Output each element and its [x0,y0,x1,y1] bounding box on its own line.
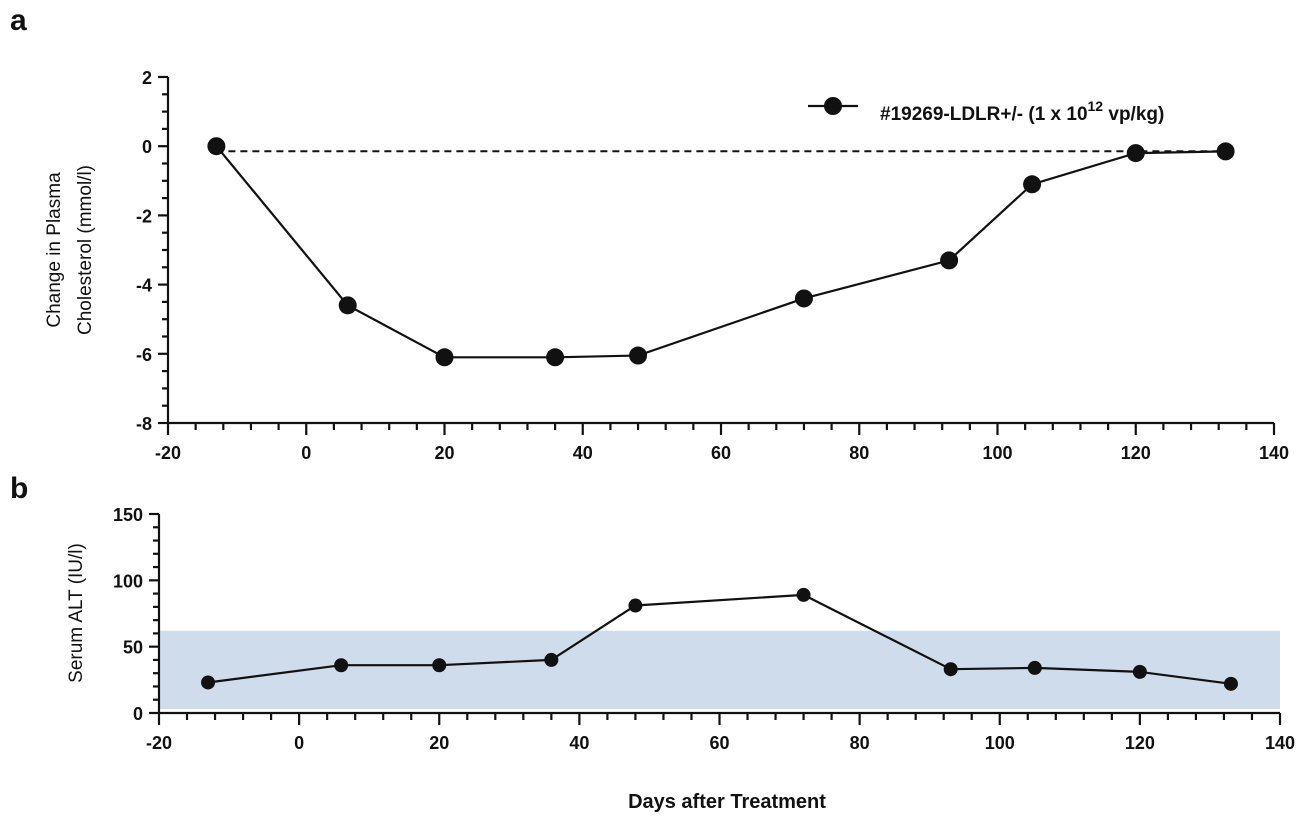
legend-entry-suffix: vp/kg) [1103,104,1164,125]
panel-a-label: a [10,4,27,37]
panel-b-x-tick-label: 80 [850,733,870,753]
panel-b-x-tick-label: 20 [429,733,449,753]
panel-b-x-tick-label: 60 [709,733,729,753]
panel-a-x-tick-label: 80 [849,443,869,463]
panel-b-data-point [628,598,643,613]
panel-b-data-point [201,675,216,690]
panel-a-data-point [207,137,226,156]
panel-a-y-tick-label: 2 [142,68,152,88]
panel-a-ylabel-line1: Change in Plasma [44,172,65,328]
panel-b-y-tick-label: 150 [113,505,143,525]
panel-a-x-tick-label: -20 [155,443,181,463]
panel-a-x-tick-label: 20 [434,443,454,463]
legend-marker [824,97,842,115]
panel-b-y-tick-label: 0 [133,704,143,724]
panel-a: a Change in Plasma Cholesterol (mmol/l) … [10,4,1289,463]
panel-b-x-tick-label: -20 [146,733,172,753]
panel-b-series-line [207,593,1232,685]
panel-a-data-point [338,296,357,315]
panel-b-data-point [1223,676,1238,691]
panel-a-y-tick-label: -8 [136,414,152,434]
panel-a-y-tick-label: 0 [142,137,152,157]
panel-a-x-tick-label: 140 [1259,443,1289,463]
panel-a-x-tick-label: 120 [1121,443,1151,463]
panel-a-data-point [794,289,813,308]
panel-b-data-point [334,658,349,673]
panel-b-data-point [1132,664,1147,679]
panel-b-data-point [1027,660,1042,675]
panel-b-label: b [10,472,28,505]
panel-b-x-tick-label: 100 [985,733,1015,753]
panel-a-data-point [1126,144,1145,163]
panel-a-y-tick-label: -6 [136,345,152,365]
panel-b-x-tick-label: 120 [1125,733,1155,753]
panel-a-x-tick-label: 100 [982,443,1012,463]
panel-a-data-point [546,348,565,367]
panel-b-data-point [796,587,811,602]
legend: #19269-LDLR+/- (1 x 1012 vp/kg) [808,97,1164,125]
panel-a-data-point [629,346,648,365]
panel-b-data-point [544,652,559,667]
panel-a-ylabel-line2: Cholesterol (mmol/l) [75,165,96,335]
panel-b-x-tick-label: 40 [569,733,589,753]
panel-b-y-tick-label: 50 [123,638,143,658]
panel-a-data-point [1216,142,1235,161]
legend-entry: #19269-LDLR+/- (1 x 1012 vp/kg) [880,98,1164,125]
panel-b-xlabel: Days after Treatment [628,791,826,813]
legend-entry-sup: 12 [1088,98,1104,114]
panel-a-y-tick-label: -2 [136,206,152,226]
panel-b-data-point [432,658,447,673]
panel-b-x-tick-label: 140 [1265,733,1295,753]
panel-a-data-point [435,348,454,367]
panel-a-data-point [1023,175,1042,194]
panel-a-series-line [215,145,1226,359]
panel-a-y-tick-label: -4 [136,276,152,296]
panel-b-y-tick-label: 100 [113,571,143,591]
panel-b-data-point [943,662,958,677]
panel-a-x-tick-label: 0 [301,443,311,463]
panel-a-x-tick-label: 60 [711,443,731,463]
panel-b-x-tick-label: 0 [294,733,304,753]
legend-entry-name: #19269-LDLR+/- (1 x 10 [880,104,1088,125]
panel-a-x-tick-label: 40 [573,443,593,463]
panel-b-ylabel: Serum ALT (IU/l) [66,543,87,683]
panel-a-data-point [940,251,959,270]
panel-b: b Serum ALT (IU/l) Days after Treatment … [10,472,1295,813]
